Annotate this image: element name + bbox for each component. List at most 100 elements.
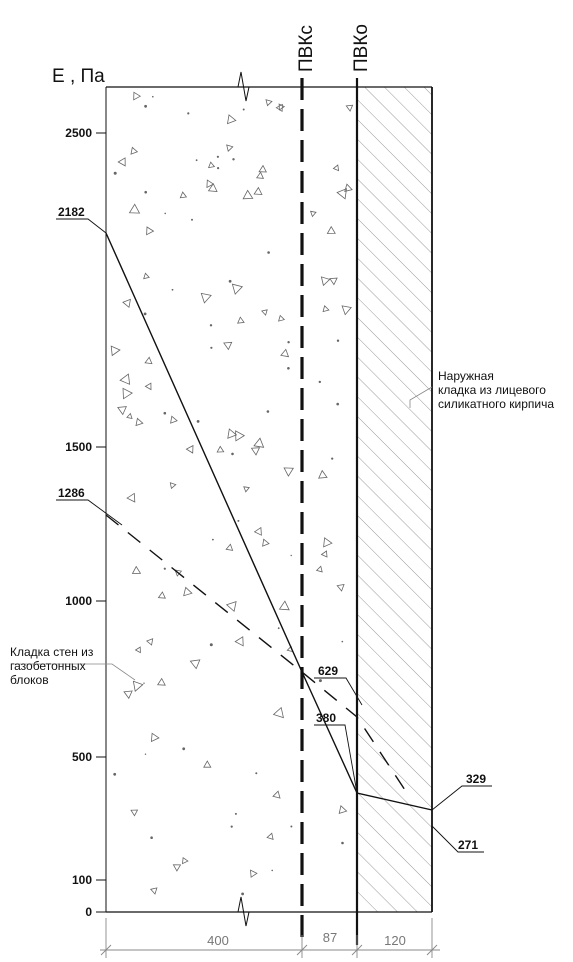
speckle-dot [152, 95, 154, 98]
speckle-triangle [126, 412, 133, 420]
tick-label-500: 500 [72, 750, 92, 764]
speckle-triangle [320, 550, 328, 558]
outer-masonry-label: Наружная кладка из лицевого силикатного … [438, 369, 554, 411]
speckle-triangle [322, 305, 330, 313]
speckle-dot [209, 643, 213, 647]
speckle-triangle [280, 348, 290, 358]
speckle-dot [182, 747, 186, 751]
speckle-dot [164, 212, 166, 215]
callout-leader-271 [431, 825, 484, 853]
tick-label-0: 0 [85, 905, 92, 919]
tick-label-2500: 2500 [65, 126, 92, 140]
speckle-dot [196, 420, 200, 423]
speckle-triangle [183, 586, 193, 597]
speckle-dot [266, 410, 270, 413]
speckle-dot [255, 772, 258, 775]
speckle-triangle [261, 309, 268, 316]
speckle-triangle [132, 680, 144, 692]
speckle-triangle [123, 690, 133, 700]
speckle-triangle [216, 445, 225, 453]
speckle-dot [144, 753, 147, 755]
speckle-dot [271, 869, 274, 872]
callout-2182: 2182 [58, 205, 85, 219]
speckle-dot [267, 251, 270, 254]
axis-ticks [96, 132, 106, 913]
speckle-dot [212, 538, 214, 541]
speckle-triangle [117, 157, 126, 167]
callout-629: 629 [318, 664, 338, 678]
speckle-triangle [189, 659, 201, 670]
speckle-triangle [226, 144, 234, 152]
callout-leader-329 [431, 785, 492, 811]
speckle-triangle [231, 283, 244, 295]
tick-label-1000: 1000 [65, 594, 92, 608]
speckle-dot [144, 190, 147, 194]
speckle-triangle [117, 406, 127, 416]
dimension-400: 400 [207, 933, 229, 948]
speckle-triangle [131, 565, 142, 574]
speckle-triangle [309, 210, 317, 218]
speckle-triangle [332, 164, 340, 172]
speckle-triangle [242, 189, 254, 200]
speckle-triangle [110, 345, 121, 357]
speckle-triangle [258, 164, 267, 173]
speckle-triangle [275, 103, 283, 113]
speckle-dot [231, 452, 234, 456]
speckle-triangle [283, 467, 295, 477]
speckle-dot [195, 159, 198, 162]
brick-layer-hatch [358, 87, 432, 912]
speckle-triangle [237, 316, 245, 324]
speckle-triangle [255, 171, 265, 179]
speckle-dot [216, 155, 219, 158]
speckle-triangle [345, 104, 354, 112]
speckle-triangle [130, 809, 139, 817]
speckle-triangle [265, 99, 273, 107]
speckle-triangle [243, 486, 250, 493]
label-leader-outer [409, 386, 433, 408]
speckle-dot [230, 825, 233, 828]
speckle-dot [290, 825, 293, 828]
speckle-triangle [203, 760, 212, 768]
dimension-87: 87 [323, 930, 337, 945]
speckle-triangle [143, 272, 150, 280]
speckle-triangle [329, 277, 338, 286]
speckle-dot [171, 288, 174, 291]
speckle-triangle [150, 732, 160, 743]
speckle-dot [209, 324, 213, 327]
speckle-triangle [262, 538, 270, 547]
speckle-triangle [227, 428, 238, 439]
speckle-dot [290, 554, 292, 557]
speckle-triangle [253, 437, 265, 448]
tick-label-100: 100 [72, 873, 92, 887]
speckle-triangle [225, 543, 234, 551]
speckle-triangle [149, 887, 158, 895]
aerated-concrete-texture [110, 91, 354, 896]
speckle-triangle [341, 305, 352, 316]
speckle-dot [144, 104, 148, 108]
pvk-c-label: ПВКс [296, 25, 317, 72]
speckle-triangle [206, 179, 215, 189]
speckle-triangle [126, 492, 136, 503]
callout-329: 329 [466, 772, 486, 786]
speckle-dot [163, 411, 167, 415]
speckle-dot [143, 312, 147, 316]
speckle-triangle [226, 114, 237, 125]
callout-leader-380 [314, 724, 358, 794]
speckle-dot [237, 519, 240, 522]
speckle-dot [341, 640, 344, 643]
speckle-dot [232, 158, 235, 161]
speckle-triangle [172, 864, 182, 872]
inner-masonry-label: Кладка стен из газобетонных блоков [10, 645, 97, 687]
speckle-dot [242, 108, 245, 111]
speckle-dot [336, 339, 340, 342]
label-leader-inner [12, 663, 136, 681]
dimension-line [100, 918, 440, 958]
speckle-triangle [185, 444, 194, 454]
speckle-triangle [338, 805, 348, 814]
speckle-triangle [157, 591, 166, 599]
speckle-dot [331, 457, 334, 460]
speckle-triangle [278, 314, 286, 322]
speckle-dot [191, 218, 193, 221]
callout-380: 380 [316, 711, 336, 725]
speckle-dot [336, 402, 340, 406]
